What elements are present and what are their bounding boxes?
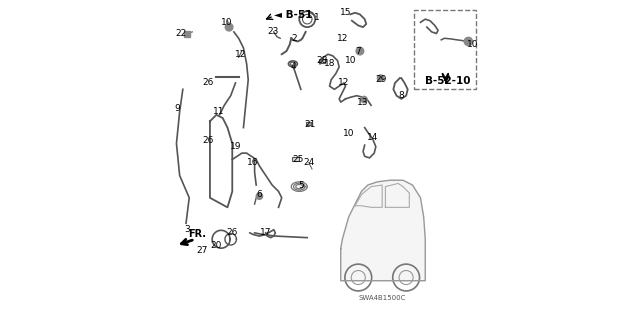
Text: 26: 26 bbox=[227, 228, 238, 237]
Text: 4: 4 bbox=[290, 63, 296, 71]
Text: 2: 2 bbox=[292, 34, 298, 43]
Text: 10: 10 bbox=[467, 40, 479, 49]
Text: 13: 13 bbox=[357, 98, 369, 107]
Text: 3: 3 bbox=[185, 225, 191, 234]
Bar bbox=[319, 59, 324, 63]
Circle shape bbox=[378, 75, 384, 81]
Text: 10: 10 bbox=[344, 56, 356, 65]
Text: 23: 23 bbox=[268, 27, 279, 36]
Text: 10: 10 bbox=[221, 18, 232, 27]
Text: 6: 6 bbox=[257, 190, 262, 199]
Text: 26: 26 bbox=[202, 136, 213, 145]
Text: 29: 29 bbox=[375, 75, 387, 84]
Text: B-52-10: B-52-10 bbox=[425, 76, 471, 86]
Text: 21: 21 bbox=[304, 120, 316, 129]
Text: SWA4B1500C: SWA4B1500C bbox=[358, 295, 406, 301]
Text: 20: 20 bbox=[211, 241, 222, 250]
Text: 9: 9 bbox=[175, 104, 180, 113]
Circle shape bbox=[356, 47, 364, 55]
Circle shape bbox=[361, 96, 367, 103]
Bar bbox=[292, 157, 300, 161]
Text: 25: 25 bbox=[292, 155, 303, 164]
Text: 16: 16 bbox=[247, 158, 259, 167]
Text: 19: 19 bbox=[230, 142, 241, 151]
Text: 15: 15 bbox=[340, 8, 352, 17]
Circle shape bbox=[256, 193, 262, 199]
Bar bbox=[184, 31, 190, 37]
Text: 28: 28 bbox=[316, 56, 327, 65]
Text: 7: 7 bbox=[355, 47, 361, 56]
Text: 22: 22 bbox=[175, 29, 187, 38]
Text: ◄ B-51: ◄ B-51 bbox=[274, 10, 312, 20]
Circle shape bbox=[464, 37, 472, 46]
Text: 14: 14 bbox=[367, 133, 378, 142]
Polygon shape bbox=[340, 180, 425, 281]
Text: 26: 26 bbox=[202, 78, 213, 87]
Text: 24: 24 bbox=[303, 158, 314, 167]
Text: 17: 17 bbox=[260, 228, 271, 237]
Text: 12: 12 bbox=[337, 34, 348, 43]
Text: 8: 8 bbox=[399, 91, 404, 100]
Text: 5: 5 bbox=[298, 181, 304, 189]
Text: 12: 12 bbox=[235, 50, 246, 59]
Text: 18: 18 bbox=[324, 59, 335, 68]
Text: 1: 1 bbox=[314, 13, 320, 22]
Bar bbox=[306, 122, 311, 125]
Text: 12: 12 bbox=[338, 78, 349, 87]
Text: 10: 10 bbox=[343, 130, 355, 138]
Text: 11: 11 bbox=[213, 107, 224, 116]
Circle shape bbox=[225, 23, 233, 31]
Text: FR.: FR. bbox=[189, 229, 207, 240]
Text: 27: 27 bbox=[196, 246, 207, 255]
